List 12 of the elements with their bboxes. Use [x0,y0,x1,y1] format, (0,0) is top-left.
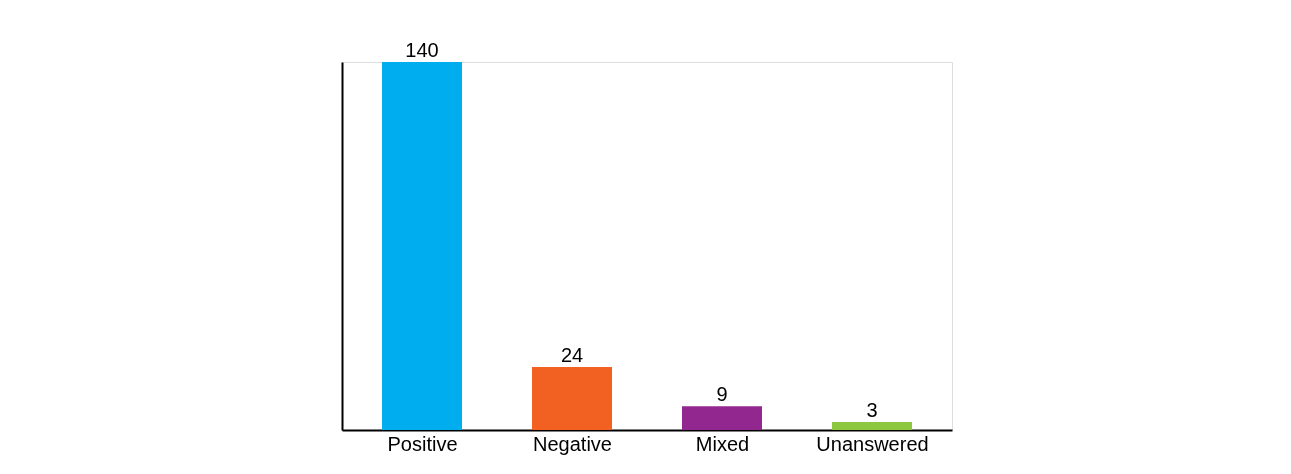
data-label: 3 [866,399,878,422]
data-label: 24 [560,343,584,366]
bar [382,62,462,430]
x-tick-label: Positive [387,432,458,455]
bar [532,366,612,430]
data-label: 140 [405,39,439,61]
bar [832,422,912,430]
bar [682,406,762,430]
x-tick-label: Mixed [695,432,750,455]
x-tick-label: Negative [533,432,612,455]
x-tick-label: Unanswered [816,432,929,455]
data-label: 9 [716,383,728,406]
